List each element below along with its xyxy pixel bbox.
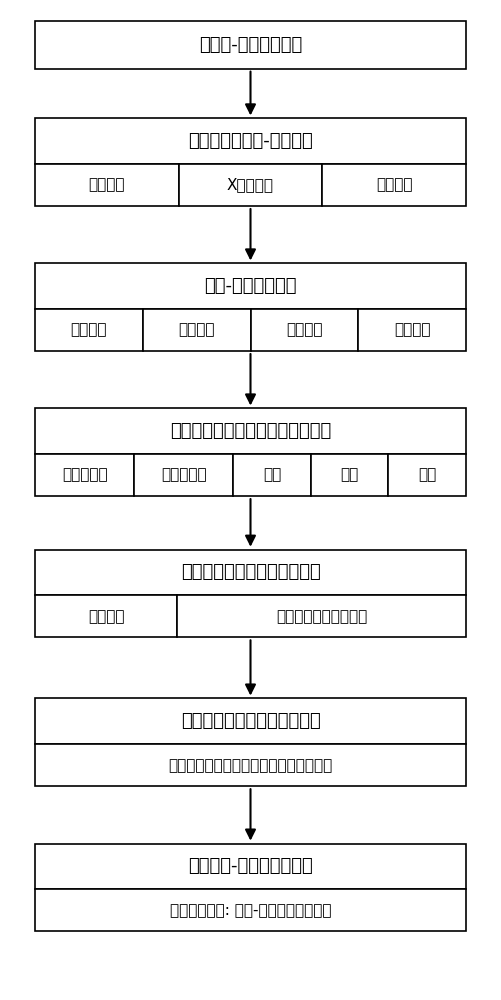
Text: 脆韧性实验（地质条件约束）: 脆韧性实验（地质条件约束） <box>181 563 320 581</box>
Bar <box>177 595 466 637</box>
Bar <box>323 164 466 206</box>
Bar <box>35 408 466 454</box>
Text: 盆地埋藏史: 盆地埋藏史 <box>62 468 107 483</box>
Text: 压力: 压力 <box>341 468 359 483</box>
Text: 岩石薄片: 岩石薄片 <box>89 178 125 193</box>
Text: 脆韧性实验条件（地质条件约束）: 脆韧性实验条件（地质条件约束） <box>170 422 331 440</box>
Bar <box>143 309 250 351</box>
Text: 膏岩-碳酸盐岩样品: 膏岩-碳酸盐岩样品 <box>204 277 297 295</box>
Text: 不同成藏时期: 膏岩-碳酸盐岩物理性质: 不同成藏时期: 膏岩-碳酸盐岩物理性质 <box>170 903 331 918</box>
Text: 云质膏岩: 云质膏岩 <box>394 323 430 338</box>
Text: 预测膏岩-碳酸盐岩油气藏: 预测膏岩-碳酸盐岩油气藏 <box>188 857 313 875</box>
Text: 温度: 温度 <box>418 468 436 483</box>
Text: X射线衍射: X射线衍射 <box>227 178 274 193</box>
Bar <box>35 744 466 786</box>
Bar <box>250 309 358 351</box>
Text: 扫描电镜: 扫描电镜 <box>376 178 412 193</box>
Bar <box>35 454 134 496</box>
Bar <box>35 164 178 206</box>
Bar <box>35 550 466 595</box>
Bar <box>35 698 466 744</box>
Bar <box>178 164 323 206</box>
Text: 定量评价脆韧性临界转换条件: 定量评价脆韧性临界转换条件 <box>181 712 320 730</box>
Text: 含膏云岩: 含膏云岩 <box>71 323 107 338</box>
Text: 热史: 热史 <box>263 468 281 483</box>
Bar <box>35 844 466 889</box>
Bar <box>134 454 233 496</box>
Bar <box>35 118 466 164</box>
Bar <box>35 889 466 931</box>
Bar <box>233 454 311 496</box>
Bar <box>311 454 388 496</box>
Text: 不同温压条件岩石的差应力与最大应力值: 不同温压条件岩石的差应力与最大应力值 <box>168 758 333 773</box>
Text: 含云膏岩: 含云膏岩 <box>286 323 323 338</box>
Text: 油气成藏史: 油气成藏史 <box>161 468 206 483</box>
Bar <box>35 21 466 69</box>
Text: 实验设备: 实验设备 <box>88 609 124 624</box>
Bar <box>35 309 143 351</box>
Text: 高温高压三轴系列实验: 高温高压三轴系列实验 <box>276 609 367 624</box>
Bar <box>35 263 466 309</box>
Bar <box>388 454 466 496</box>
Bar <box>358 309 466 351</box>
Text: 膏质云岩: 膏质云岩 <box>178 323 215 338</box>
Bar <box>35 595 177 637</box>
Text: 膏盐岩-碳酸盐岩组合: 膏盐岩-碳酸盐岩组合 <box>199 36 302 54</box>
Text: 多方法优选膏岩-碳酸盐岩: 多方法优选膏岩-碳酸盐岩 <box>188 132 313 150</box>
